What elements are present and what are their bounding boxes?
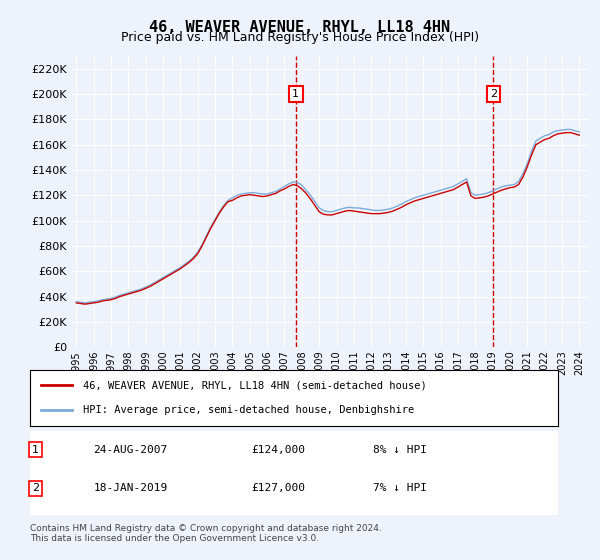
Text: 1: 1 bbox=[292, 89, 299, 99]
Text: HPI: Average price, semi-detached house, Denbighshire: HPI: Average price, semi-detached house,… bbox=[83, 405, 414, 415]
Text: £127,000: £127,000 bbox=[252, 483, 306, 493]
Text: 2: 2 bbox=[32, 483, 39, 493]
Text: 46, WEAVER AVENUE, RHYL, LL18 4HN (semi-detached house): 46, WEAVER AVENUE, RHYL, LL18 4HN (semi-… bbox=[83, 380, 427, 390]
Text: 18-JAN-2019: 18-JAN-2019 bbox=[94, 483, 167, 493]
Text: 24-AUG-2007: 24-AUG-2007 bbox=[94, 445, 167, 455]
Text: 1: 1 bbox=[32, 445, 39, 455]
Text: 7% ↓ HPI: 7% ↓ HPI bbox=[373, 483, 427, 493]
Text: £124,000: £124,000 bbox=[252, 445, 306, 455]
Text: Price paid vs. HM Land Registry's House Price Index (HPI): Price paid vs. HM Land Registry's House … bbox=[121, 31, 479, 44]
Text: 46, WEAVER AVENUE, RHYL, LL18 4HN: 46, WEAVER AVENUE, RHYL, LL18 4HN bbox=[149, 20, 451, 35]
Text: 8% ↓ HPI: 8% ↓ HPI bbox=[373, 445, 427, 455]
Text: 2: 2 bbox=[490, 89, 497, 99]
Text: Contains HM Land Registry data © Crown copyright and database right 2024.
This d: Contains HM Land Registry data © Crown c… bbox=[30, 524, 382, 543]
